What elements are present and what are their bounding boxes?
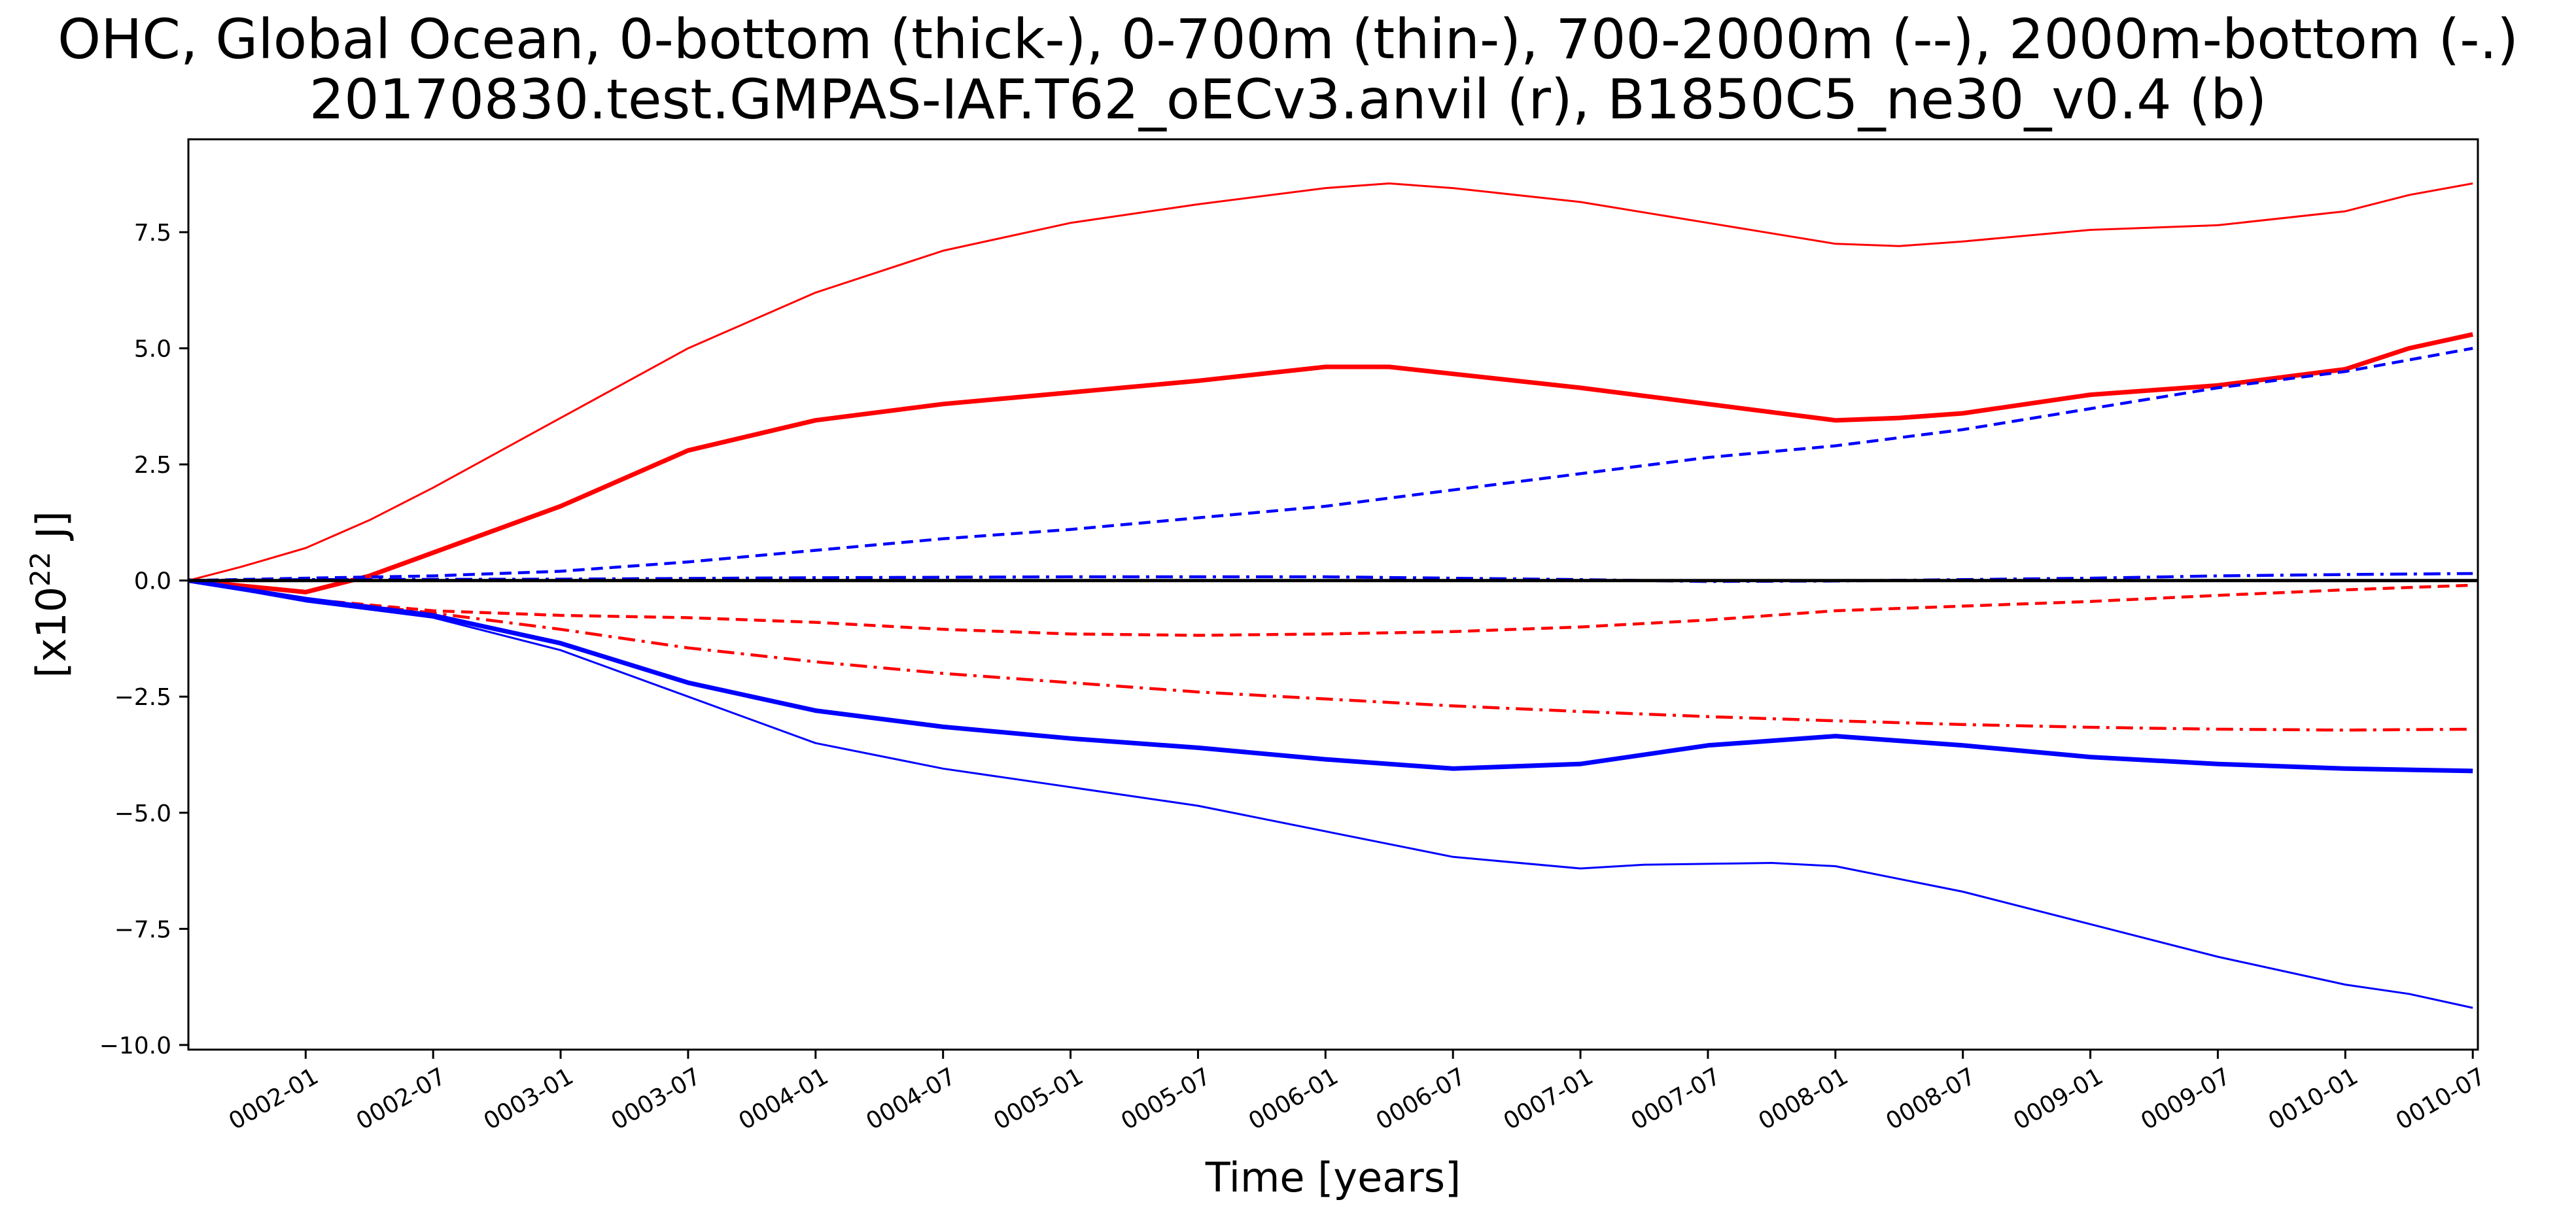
- y-tick-label: −10.0: [99, 1033, 171, 1059]
- series-line-6: [188, 347, 2473, 582]
- x-tick-label: 0010-07: [2392, 1063, 2490, 1135]
- chart-subtitle: 20170830.test.GMPAS-IAF.T62_oECv3.anvil …: [309, 67, 2267, 131]
- x-tick-label: 0004-07: [862, 1063, 960, 1135]
- x-tick-label: 0005-01: [989, 1063, 1088, 1135]
- x-tick-label: 0003-07: [607, 1063, 706, 1135]
- ticks-layer: 0002-01 0002-07 0003-01 0003-07 0004-01 0004-…: [99, 220, 2490, 1135]
- series-layer: [188, 182, 2478, 1009]
- y-tick-label: −5.0: [114, 800, 171, 827]
- x-tick-label: 0002-07: [352, 1063, 451, 1135]
- x-axis-title: Time [years]: [1205, 1154, 1461, 1201]
- x-tick-label: 0010-01: [2264, 1063, 2363, 1135]
- y-axis-title: [x1022 J]: [24, 511, 75, 678]
- x-tick-label: 0009-01: [2009, 1063, 2108, 1135]
- series-line-1: [188, 182, 2473, 582]
- y-axis-title-exponent: 22: [24, 551, 56, 586]
- x-tick-label: 0007-07: [1627, 1063, 1726, 1135]
- x-tick-label: 0006-01: [1244, 1063, 1343, 1135]
- y-tick-label: 7.5: [134, 220, 171, 247]
- x-tick-label: 0004-01: [735, 1063, 833, 1135]
- x-tick-label: 0008-01: [1754, 1063, 1853, 1135]
- x-tick-label: 0007-01: [1499, 1063, 1598, 1135]
- y-tick-label: −7.5: [114, 916, 171, 943]
- x-tick-label: 0003-01: [479, 1063, 578, 1135]
- x-tick-label: 0002-01: [224, 1063, 323, 1135]
- y-tick-label: −2.5: [114, 684, 171, 711]
- y-tick-label: 5.0: [134, 336, 171, 363]
- series-line-5: [188, 579, 2473, 1009]
- x-tick-label: 0006-07: [1372, 1063, 1471, 1135]
- series-line-3: [188, 579, 2473, 732]
- series-line-2: [188, 579, 2473, 637]
- series-line-4: [188, 578, 2473, 774]
- y-axis-title-unit: J]: [27, 511, 75, 551]
- plot-frame: [187, 138, 2479, 1051]
- x-tick-label: 0009-07: [2136, 1063, 2235, 1135]
- y-tick-label: 2.5: [134, 452, 171, 479]
- y-axis-title-base: [x10: [27, 587, 75, 678]
- x-tick-label: 0008-07: [1881, 1063, 1980, 1135]
- y-tick-label: 0.0: [134, 568, 171, 595]
- series-line-0: [188, 332, 2473, 594]
- x-tick-label: 0005-07: [1117, 1063, 1215, 1135]
- chart-title: OHC, Global Ocean, 0-bottom (thick-), 0-…: [57, 7, 2519, 71]
